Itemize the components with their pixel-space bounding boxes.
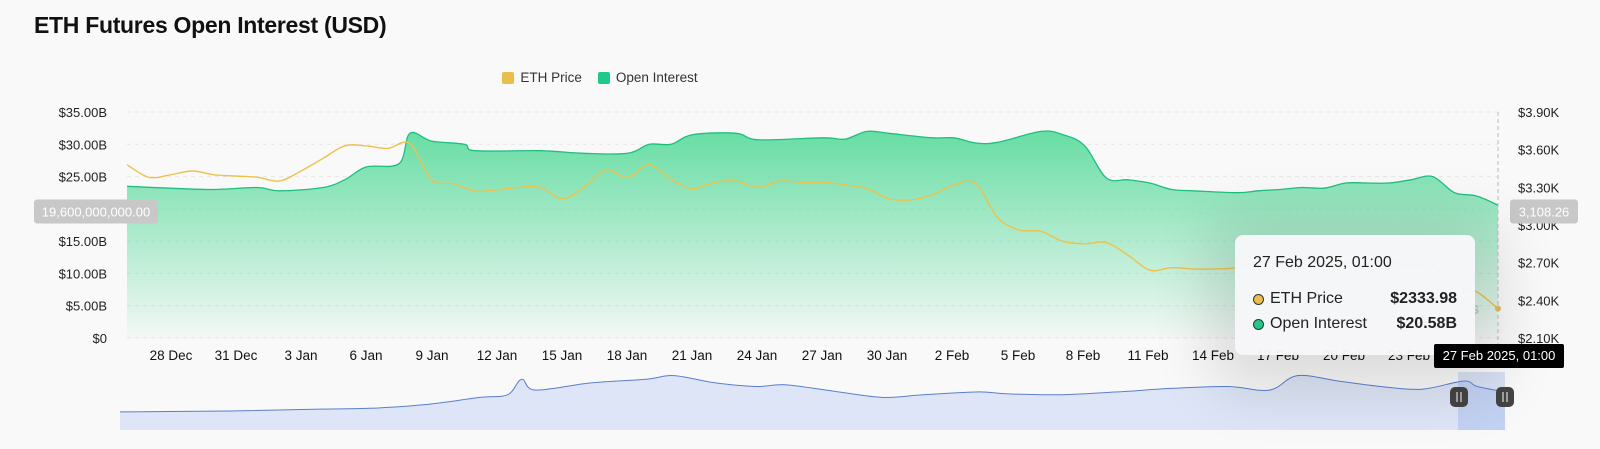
tooltip-dot-open-interest [1253, 318, 1264, 330]
y-right-tick: $2.10K [1518, 331, 1560, 346]
x-tick: 9 Jan [415, 348, 448, 363]
x-tick: 6 Jan [349, 348, 382, 363]
legend-swatch-open-interest [597, 71, 610, 84]
tooltip-dot-eth-price [1253, 293, 1264, 305]
y-left-tick: $35.00B [59, 105, 107, 120]
x-tick: 14 Feb [1192, 348, 1234, 363]
legend-item-eth-price[interactable]: ETH Price [502, 70, 582, 85]
navigator-area [120, 375, 1505, 430]
tooltip-row-open-interest: Open Interest $20.58B [1253, 315, 1457, 333]
y-left-tick: $10.00B [59, 266, 107, 281]
tooltip-date: 27 Feb 2025, 01:00 [1253, 254, 1392, 271]
tooltip-value: $2333.98 [1390, 290, 1457, 307]
y-left-tick: $5.00B [66, 299, 107, 314]
crosshair-right-badge [1510, 199, 1578, 224]
y-left-tick: $0 [93, 331, 107, 346]
legend-item-open-interest[interactable]: Open Interest [597, 70, 698, 85]
y-left-tick: $25.00B [59, 170, 107, 185]
open-interest-area [127, 131, 1498, 338]
navigator-line [119, 374, 1506, 413]
x-tick: 21 Jan [672, 348, 713, 363]
x-tick: 15 Jan [542, 348, 583, 363]
crosshair-right-value: 3,108.26 [1519, 204, 1570, 219]
x-tick: 24 Jan [737, 348, 778, 363]
x-tick: 27 Jan [802, 348, 843, 363]
handle-body [1496, 387, 1514, 407]
y-right-tick: $3.60K [1518, 143, 1560, 158]
tooltip-value: $20.58B [1396, 315, 1458, 332]
y-right-tick: $2.70K [1518, 256, 1560, 271]
crosshair-left-badge [34, 199, 158, 224]
x-tick: 28 Dec [150, 348, 193, 363]
y-right-tick: $3.30K [1518, 180, 1560, 195]
navigator[interactable] [119, 372, 1514, 430]
x-tick: 11 Feb [1127, 348, 1168, 363]
y-left-tick: $15.00B [59, 234, 107, 249]
x-tick: 5 Feb [1001, 348, 1036, 363]
open-interest-line [126, 130, 1499, 206]
crosshair-x-label: 27 Feb 2025, 01:00 [1434, 344, 1564, 368]
tooltip: 27 Feb 2025, 01:00 ETH Price $2333.98 Op… [1235, 235, 1475, 355]
crosshair: 19,600,000,000.00 3,108.26 [34, 112, 1578, 352]
x-tick: 18 Jan [607, 348, 648, 363]
legend-swatch-eth-price [502, 71, 515, 84]
y-axis-right: $2.10K$2.40K$2.70K$3.00K$3.30K$3.60K$3.9… [1518, 105, 1560, 346]
legend-label-open-interest: Open Interest [615, 70, 698, 85]
legend-label-eth-price: ETH Price [520, 70, 582, 85]
x-tick: 3 Jan [284, 348, 317, 363]
crosshair-left-value: 19,600,000,000.00 [42, 204, 150, 219]
legend: ETH Price Open Interest [0, 70, 1200, 85]
x-tick: 30 Jan [867, 348, 908, 363]
tooltip-label: Open Interest [1270, 315, 1367, 332]
y-right-tick: $3.90K [1518, 105, 1560, 120]
tooltip-row-eth-price: ETH Price $2333.98 [1253, 290, 1457, 308]
page-title: ETH Futures Open Interest (USD) [34, 12, 387, 38]
x-tick: 12 Jan [477, 348, 518, 363]
x-tick: 8 Feb [1066, 348, 1101, 363]
y-right-tick: $2.40K [1518, 293, 1560, 308]
y-axis-left: $0$5.00B$10.00B$15.00B$20.00B$25.00B$30.… [59, 105, 107, 346]
y-left-tick: $30.00B [59, 137, 107, 152]
tooltip-label: ETH Price [1270, 290, 1343, 307]
navigator-handle-left[interactable] [1450, 387, 1468, 407]
x-tick: 2 Feb [935, 348, 970, 363]
handle-body [1450, 387, 1468, 407]
navigator-handle-right[interactable] [1496, 387, 1514, 407]
x-tick: 31 Dec [215, 348, 258, 363]
